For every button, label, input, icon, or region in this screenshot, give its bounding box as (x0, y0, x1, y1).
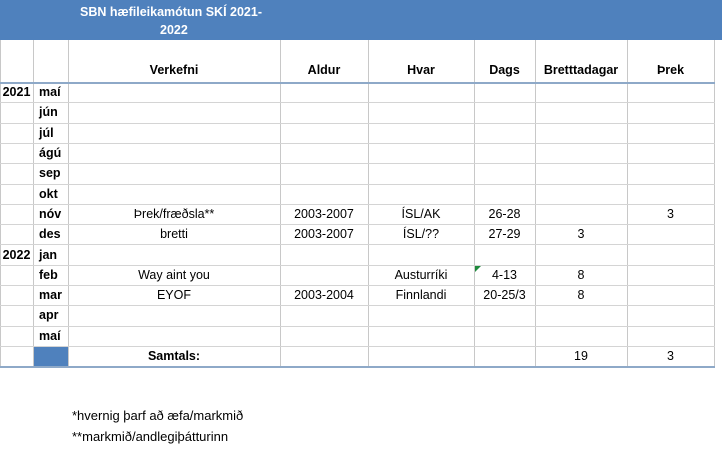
grid-line (368, 40, 369, 367)
total-label: Samtals: (147, 349, 201, 364)
cell: Þrek/fræðsla** (133, 206, 215, 221)
column-header: Dags (489, 63, 520, 77)
month: okt (39, 186, 58, 201)
cell: 27-29 (488, 227, 521, 242)
grid-line (0, 224, 715, 226)
cell: bretti (160, 227, 188, 242)
footnote: *hvernig þarf að æfa/markmið (72, 408, 244, 423)
grid-line (0, 203, 715, 205)
cell: 2003-2007 (294, 227, 354, 242)
grid-line (68, 40, 69, 367)
total-value: 19 (574, 349, 588, 364)
grid-line (0, 82, 715, 84)
grid-line (0, 102, 715, 104)
cell: 3 (667, 206, 674, 221)
month: des (39, 227, 61, 242)
grid-line (0, 345, 715, 347)
cell: 20-25/3 (483, 288, 526, 303)
grid-line (714, 40, 715, 367)
grid-line (280, 40, 281, 367)
cell: 3 (577, 227, 585, 242)
column-header: Hvar (407, 63, 435, 77)
cell: 2003-2007 (294, 206, 354, 221)
cell: Finnlandi (395, 288, 447, 303)
cell: ÍSL/?? (402, 227, 440, 242)
grid-line (0, 142, 715, 144)
month: sep (39, 166, 61, 181)
month: jan (39, 247, 58, 262)
cell: Way aint you (138, 267, 210, 282)
grid-line (0, 40, 1, 367)
total-value: 3 (667, 349, 674, 364)
grid-line (0, 285, 715, 286)
total-marker (34, 346, 68, 367)
title-band (0, 0, 722, 40)
month: ágú (39, 146, 62, 161)
month: feb (39, 267, 58, 282)
year: 2022 (2, 247, 31, 262)
cell: 4-13 (491, 267, 518, 282)
cell: 8 (577, 267, 585, 282)
grid-line (0, 122, 715, 124)
column-header: Verkefni (149, 63, 199, 77)
comment-marker (475, 265, 481, 272)
cell: ÍSL/AK (401, 206, 441, 221)
month: maí (39, 85, 61, 100)
cell: 2003-2004 (294, 288, 354, 303)
month: júl (39, 125, 54, 140)
cell: 8 (577, 288, 585, 303)
grid-line (0, 163, 715, 165)
title-line: SBN hæfileikamótun SKÍ 2021- (80, 5, 262, 19)
year: 2021 (2, 85, 31, 100)
grid-line (0, 305, 715, 307)
grid-line (33, 40, 34, 367)
grid-line (0, 183, 715, 185)
title-line: 2022 (160, 23, 188, 37)
grid-line (0, 244, 715, 246)
month: nóv (39, 206, 62, 221)
cell: 26-28 (488, 206, 521, 221)
month: apr (39, 308, 59, 323)
cell: EYOF (156, 288, 192, 303)
grid-line (474, 40, 475, 367)
column-header: Aldur (307, 63, 341, 77)
cell: Austurríki (394, 267, 448, 282)
footnote: **markmið/andlegiþátturinn (72, 429, 229, 444)
column-header: Þrek (656, 63, 685, 77)
grid-line (627, 40, 628, 367)
grid-line (0, 264, 715, 266)
month: mar (39, 288, 62, 303)
month: jún (39, 105, 58, 120)
grid-line (0, 366, 715, 369)
grid-line (0, 325, 715, 327)
grid-line (535, 40, 536, 367)
month: maí (39, 328, 61, 343)
title: SBN hæfileikamótun SKÍ 2021- 2022 (80, 3, 262, 39)
column-header: Bretttadagar (543, 63, 619, 77)
